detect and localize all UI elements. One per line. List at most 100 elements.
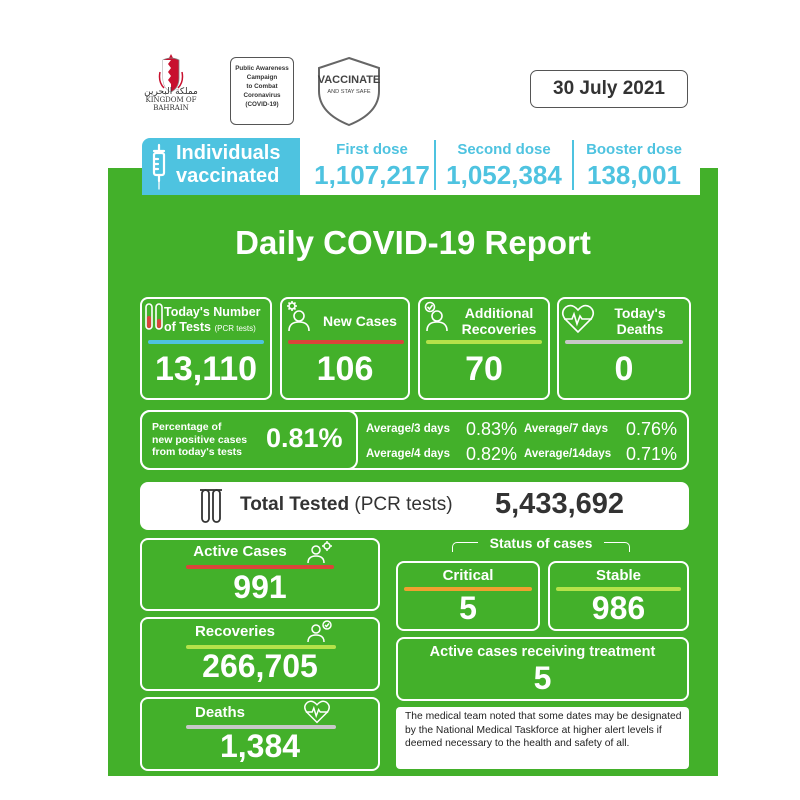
- recoveries-title: Additional Recoveries: [450, 305, 548, 337]
- report-date: 30 July 2021: [530, 70, 688, 108]
- active-cases-title: Active Cases: [193, 543, 287, 560]
- total-tested-label-bold: Total Tested: [240, 494, 350, 515]
- campaign-line: (COVID-19): [245, 101, 279, 108]
- recoveries-title-line2: Recoveries: [461, 321, 537, 337]
- first-dose-value: 1,107,217: [314, 160, 430, 190]
- positivity-label-line3: from today's tests: [152, 446, 243, 458]
- note-text: The medical team noted that some dates m…: [405, 711, 682, 749]
- deaths-value: 0: [614, 350, 634, 388]
- test-tube-icon: [145, 303, 163, 330]
- avg4-value: 0.82%: [466, 444, 518, 464]
- stable-title: Stable: [595, 567, 641, 584]
- avg7-value: 0.76%: [626, 419, 678, 439]
- campaign-line: Campaign: [246, 74, 278, 81]
- report-title: Daily COVID-19 Report: [235, 224, 591, 261]
- tests-title-line2: of Tests: [164, 320, 211, 334]
- positivity-main-box: [140, 410, 358, 470]
- avg14-value: 0.71%: [626, 444, 678, 464]
- avg3-value: 0.83%: [466, 419, 518, 439]
- recoveries-value: 70: [465, 350, 503, 388]
- tests-title: Today's Number of Tests (PCR tests): [164, 305, 274, 336]
- deaths-title-line2: Deaths: [616, 321, 664, 337]
- positivity-label: Percentage of new positive cases from to…: [152, 421, 270, 459]
- stable-card: [548, 561, 689, 631]
- vaccinate-subtitle: AND STAY SAFE: [327, 89, 371, 95]
- avg4-label: Average/4 days: [366, 448, 450, 460]
- critical-value: 5: [459, 590, 477, 626]
- recovered-person-icon: [424, 301, 448, 332]
- new-cases-underline: [288, 340, 404, 344]
- total-recoveries-card: [140, 617, 380, 691]
- tests-underline: [148, 340, 264, 344]
- stable-underline: [556, 587, 681, 591]
- recovered-person-icon: [307, 620, 332, 643]
- total-tested-label: Total Tested (PCR tests): [240, 494, 490, 516]
- stable-value: 986: [591, 590, 646, 626]
- tests-card: [140, 297, 272, 400]
- recoveries-title-line1: Additional: [464, 305, 534, 321]
- positivity-label-line2: new positive cases: [152, 433, 248, 446]
- virus-person-icon: [307, 541, 332, 564]
- new-cases-value: 106: [316, 350, 374, 388]
- tests-value: 13,110: [154, 350, 258, 388]
- logo-text: KINGDOM OF BAHRAIN: [145, 96, 197, 112]
- total-recoveries-value: 266,705: [202, 648, 318, 684]
- deaths-title: Today's Deaths: [595, 305, 685, 337]
- total-deaths-title: Deaths: [194, 704, 246, 721]
- campaign-logo: Public Awareness Campaign to Combat Coro…: [230, 57, 294, 125]
- divider: [572, 140, 574, 190]
- report-panel: [108, 168, 718, 776]
- divider: [434, 140, 436, 190]
- avg7-label: Average/7 days: [524, 423, 608, 435]
- critical-title: Critical: [442, 567, 494, 584]
- treatment-title: Active cases receiving treatment: [429, 644, 656, 660]
- total-tested-box: [140, 482, 689, 530]
- status-heading: Status of cases: [478, 535, 604, 551]
- treatment-value: 5: [533, 660, 552, 696]
- second-dose-value: 1,052,384: [446, 160, 562, 190]
- campaign-line: Coronavirus: [243, 92, 281, 99]
- logo-arabic-text: مملكة البحرين: [144, 87, 198, 97]
- second-dose-label: Second dose: [457, 141, 551, 158]
- total-tested-label-rest: (PCR tests): [354, 494, 453, 515]
- total-deaths-value: 1,384: [219, 728, 301, 764]
- individuals-vaccinated-label: Individuals vaccinated: [176, 142, 300, 188]
- campaign-line: to Combat: [246, 83, 278, 90]
- total-recoveries-underline: [186, 645, 336, 649]
- deaths-title-line1: Today's: [614, 305, 666, 321]
- recoveries-card: [418, 297, 550, 400]
- tests-title-small: (PCR tests): [214, 324, 256, 333]
- syringe-icon: [152, 143, 166, 190]
- critical-card: [396, 561, 540, 631]
- note-box: [396, 707, 689, 769]
- first-dose-label: First dose: [336, 141, 408, 158]
- deaths-underline: [565, 340, 683, 344]
- individuals-label-line1: Individuals: [176, 142, 281, 164]
- avg3-label: Average/3 days: [366, 423, 450, 435]
- total-tested-value: 5,433,692: [495, 488, 625, 520]
- total-recoveries-title: Recoveries: [194, 623, 276, 640]
- virus-person-icon: [287, 301, 310, 332]
- heart-pulse-icon: [304, 700, 330, 724]
- bahrain-emblem-icon: [158, 54, 184, 93]
- critical-underline: [404, 587, 532, 591]
- recoveries-underline: [426, 340, 542, 344]
- shield-icon: [318, 56, 380, 127]
- treatment-card: [396, 637, 689, 701]
- active-cases-value: 991: [233, 569, 287, 605]
- new-cases-card: [280, 297, 410, 400]
- tests-title-line1: Today's Number: [164, 305, 261, 319]
- individuals-vaccinated-box: [142, 138, 300, 195]
- booster-dose-label: Booster dose: [586, 141, 682, 158]
- campaign-line: Public Awareness: [235, 65, 289, 72]
- vaccination-strip: [296, 138, 700, 195]
- vaccinate-title: VACCINATE: [317, 74, 381, 86]
- avg14-label: Average/14days: [524, 448, 612, 460]
- total-deaths-underline: [186, 725, 336, 729]
- new-cases-title: New Cases: [323, 313, 397, 329]
- active-cases-underline: [186, 565, 334, 569]
- individuals-label-line2: vaccinated: [176, 165, 280, 187]
- positivity-value: 0.81%: [266, 423, 343, 453]
- positivity-label-line1: Percentage of: [152, 421, 222, 433]
- test-tube-icon: [200, 489, 222, 523]
